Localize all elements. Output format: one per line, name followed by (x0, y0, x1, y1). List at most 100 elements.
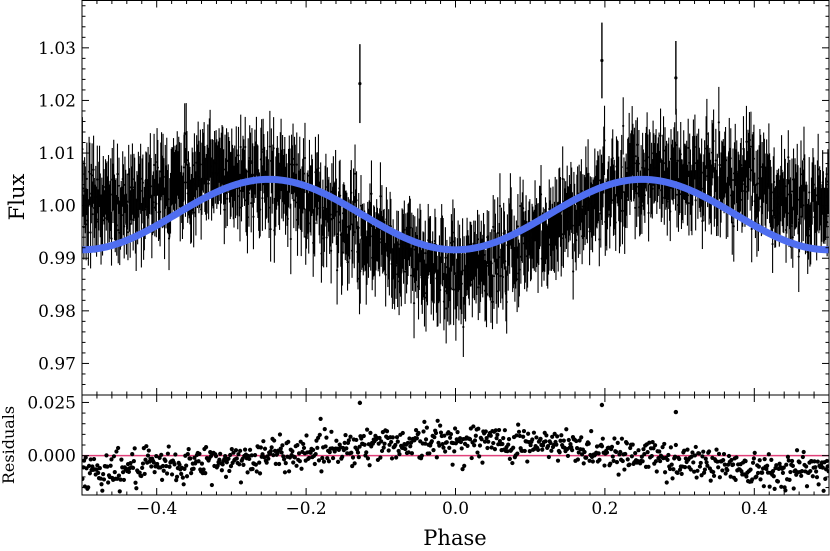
residual-point (682, 465, 688, 470)
residual-point (779, 484, 784, 489)
flux-point (268, 206, 271, 209)
residual-point (786, 458, 791, 463)
flux-point (686, 194, 689, 197)
residual-point (203, 444, 209, 450)
residual-point (486, 439, 491, 444)
residual-point (441, 445, 446, 450)
flux-point (756, 182, 759, 185)
residual-point (154, 454, 159, 459)
residual-point (485, 445, 490, 451)
residual-point (627, 462, 632, 467)
residual-point (575, 446, 580, 451)
residual-point (379, 439, 384, 444)
residual-point (501, 436, 506, 441)
residual-point (218, 451, 223, 456)
residual-point (249, 453, 254, 458)
residual-point (377, 435, 382, 441)
flux-point (91, 213, 94, 216)
residual-point (340, 454, 345, 459)
flux-point (791, 236, 794, 239)
residuals-axis-ticks: 0.000 0.025 −0.4 −0.2 0.0 0.2 0.4 (27, 393, 830, 519)
flux-point (109, 193, 112, 196)
residual-point (355, 450, 361, 455)
residual-point (608, 461, 613, 466)
residual-point (706, 449, 712, 454)
residual-point (783, 488, 788, 493)
residual-point (693, 444, 698, 450)
flux-point (687, 146, 690, 149)
residual-point (622, 467, 627, 472)
residual-point (557, 450, 562, 455)
flux-point (223, 208, 226, 211)
residual-point (671, 467, 676, 472)
residual-point (279, 450, 284, 455)
residual-point (689, 454, 694, 459)
flux-point (246, 216, 249, 219)
residual-point (228, 452, 233, 458)
flux-point (115, 224, 118, 227)
residual-point (624, 441, 629, 446)
residual-point (703, 456, 708, 461)
flux-point (633, 162, 636, 165)
residual-point (432, 435, 437, 440)
residual-point (258, 445, 263, 450)
flux-tick-label: 0.97 (38, 354, 76, 374)
residual-point (614, 460, 620, 465)
residual-point (365, 427, 370, 432)
residual-point (733, 477, 738, 482)
flux-point (712, 139, 715, 143)
residual-point (362, 442, 367, 447)
residual-point (586, 441, 591, 446)
flux-point (126, 200, 129, 203)
residual-point (785, 454, 791, 459)
residual-point (650, 440, 655, 445)
residual-point (750, 477, 755, 482)
flux-point (787, 156, 790, 159)
residual-point (477, 443, 483, 448)
residual-point (653, 443, 658, 448)
residual-point (814, 469, 819, 474)
flux-point (183, 131, 186, 135)
flux-point (744, 190, 747, 193)
flux-point (701, 219, 704, 223)
residual-point (642, 452, 647, 457)
flux-point (522, 207, 525, 210)
residual-point (472, 438, 478, 443)
residual-point (245, 470, 250, 475)
residual-point (750, 460, 756, 465)
residual-point (757, 458, 762, 463)
flux-point (152, 163, 156, 167)
residual-point (493, 428, 498, 433)
residual-point (670, 476, 675, 481)
residual-point (86, 463, 92, 468)
flux-point (103, 217, 106, 220)
residual-point (705, 463, 710, 468)
residual-point (467, 437, 473, 442)
flux-point (350, 191, 353, 194)
flux-point (748, 138, 751, 142)
residual-point (582, 449, 587, 455)
residual-point (662, 470, 668, 475)
residual-point (448, 431, 454, 437)
residual-point (167, 464, 172, 469)
residual-point (144, 444, 149, 449)
residual-point (597, 457, 602, 462)
residual-point (492, 447, 498, 452)
flux-point (292, 199, 295, 202)
flux-point (370, 192, 373, 195)
residual-point (561, 438, 566, 443)
residual-point (801, 449, 806, 455)
residual-point (82, 476, 85, 482)
residual-point (237, 462, 242, 467)
flux-point (786, 193, 789, 196)
residual-point (781, 465, 786, 470)
flux-point (749, 145, 753, 148)
flux-point (496, 231, 499, 235)
residual-point (472, 443, 477, 448)
residual-point (543, 439, 548, 444)
flux-point (249, 159, 252, 163)
flux-point (117, 184, 121, 187)
flux-point (492, 225, 495, 228)
residual-point (130, 452, 135, 457)
